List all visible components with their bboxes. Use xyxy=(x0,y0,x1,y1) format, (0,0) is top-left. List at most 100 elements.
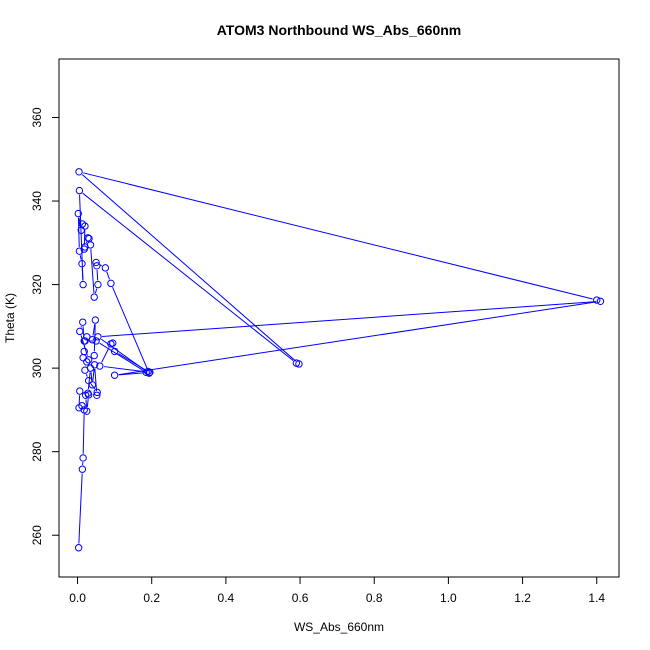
series-segment xyxy=(96,269,99,281)
series-segment xyxy=(79,194,84,281)
series-segment xyxy=(94,368,98,392)
data-point xyxy=(79,318,87,326)
data-point xyxy=(93,391,101,399)
series-segment xyxy=(79,255,82,260)
x-tick-label: 0.4 xyxy=(218,591,235,605)
data-point xyxy=(146,368,154,377)
series-segment xyxy=(82,172,593,300)
series-segment xyxy=(94,288,98,294)
y-axis-label: Theta (K) xyxy=(3,293,17,343)
series-segment xyxy=(112,286,148,370)
data-point xyxy=(92,337,100,345)
data-point xyxy=(75,168,83,176)
data-point xyxy=(79,280,87,289)
data-point xyxy=(295,360,303,368)
series-segment xyxy=(86,398,89,408)
data-point xyxy=(80,347,88,356)
x-tick-label: 0.2 xyxy=(143,591,160,605)
series-segment xyxy=(101,338,146,372)
data-point xyxy=(90,361,99,369)
data-point xyxy=(84,234,92,242)
x-tick-label: 1.4 xyxy=(588,591,605,605)
y-tick-label: 260 xyxy=(30,525,44,545)
data-point xyxy=(596,297,605,305)
y-tick-label: 340 xyxy=(30,191,44,211)
data-point xyxy=(84,389,92,397)
data-point xyxy=(78,259,86,268)
data-point xyxy=(88,381,97,389)
series-segment xyxy=(82,192,294,361)
data-point xyxy=(92,258,100,267)
data-point xyxy=(110,371,119,379)
data-point xyxy=(74,209,82,218)
series-segment xyxy=(82,414,85,454)
data-point xyxy=(83,407,91,415)
x-tick-label: 1.2 xyxy=(514,591,531,605)
data-point xyxy=(107,279,115,288)
data-point xyxy=(77,226,85,234)
data-point xyxy=(75,247,84,255)
series-segment xyxy=(92,368,95,381)
data-point xyxy=(82,391,90,399)
data-point xyxy=(88,336,97,344)
series-segment xyxy=(101,347,110,363)
data-point xyxy=(93,388,101,397)
y-tick-label: 300 xyxy=(30,358,44,378)
x-tick-label: 0.8 xyxy=(366,591,383,605)
data-point xyxy=(145,369,153,377)
data-point xyxy=(94,280,102,289)
data-point xyxy=(75,404,83,412)
series-segment xyxy=(90,249,95,293)
series-segment xyxy=(90,383,96,390)
data-point xyxy=(107,340,115,348)
data-point xyxy=(91,316,100,324)
data-point xyxy=(74,544,83,552)
series-segment xyxy=(106,271,110,280)
data-point xyxy=(93,262,101,270)
series-segment xyxy=(102,301,597,338)
series-segment xyxy=(87,372,91,390)
data-point xyxy=(80,245,88,253)
data-point xyxy=(593,296,601,304)
data-point xyxy=(78,465,87,473)
data-point xyxy=(94,333,102,341)
series-segment xyxy=(78,473,83,544)
series-segment xyxy=(99,342,143,371)
plot-frame xyxy=(58,58,620,578)
data-point xyxy=(76,387,84,395)
x-axis: 0.0 0.2 0.4 0.6 0.8 1.0 1.2 1.4 xyxy=(69,576,605,605)
series-segment xyxy=(103,366,146,373)
x-axis-label: WS_Abs_660nm xyxy=(294,620,384,634)
data-point xyxy=(85,234,93,243)
data-point xyxy=(80,337,88,345)
data-point xyxy=(81,366,89,374)
data-point xyxy=(83,358,91,366)
y-axis: 260 280 300 320 340 360 xyxy=(30,107,60,545)
data-point xyxy=(96,362,104,370)
data-point xyxy=(84,376,93,385)
data-point xyxy=(110,347,119,356)
x-tick-label: 0.6 xyxy=(292,591,309,605)
chart-title: ATOM3 Northbound WS_Abs_660nm xyxy=(217,22,462,38)
y-tick-label: 360 xyxy=(30,107,44,127)
series-segment xyxy=(85,374,88,377)
data-point xyxy=(90,293,98,301)
series-points xyxy=(74,168,605,552)
data-point xyxy=(76,327,84,336)
series-line xyxy=(77,172,597,544)
x-tick-label: 0.0 xyxy=(69,591,86,605)
data-point xyxy=(75,186,84,195)
y-tick-label: 280 xyxy=(30,441,44,461)
series-segment xyxy=(118,372,146,376)
y-tick-label: 320 xyxy=(30,274,44,294)
data-point xyxy=(101,264,110,272)
series-segment xyxy=(85,399,88,408)
series-segment xyxy=(92,324,96,336)
data-point xyxy=(79,454,87,462)
data-point xyxy=(84,356,93,364)
series-segment xyxy=(81,174,297,362)
x-tick-label: 1.0 xyxy=(440,591,457,605)
series-segment xyxy=(118,301,597,376)
data-point xyxy=(90,351,98,360)
